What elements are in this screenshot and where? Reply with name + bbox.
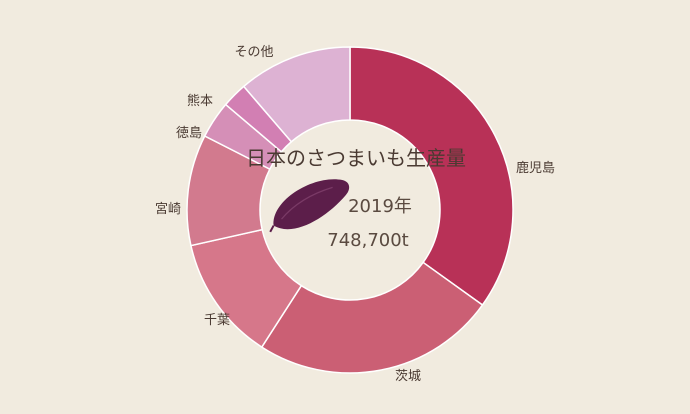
year-label: 2019年 [348, 196, 412, 217]
slice-label: その他 [234, 45, 273, 60]
sweet-potato-icon [269, 179, 350, 233]
slice-label: 茨城 [395, 369, 421, 384]
donut-slice [242, 46, 351, 143]
slice-label: 熊本 [187, 93, 213, 109]
slice-label: 宮崎 [155, 201, 181, 217]
total-label: 748,700t [327, 230, 409, 251]
donut-slice [349, 46, 514, 307]
slice-label: 徳島 [176, 126, 202, 141]
chart-title: 日本のさつまいも生産量 [246, 146, 466, 170]
donut-slice [260, 261, 484, 374]
slice-label: 千葉 [204, 313, 230, 328]
slice-label: 鹿児島 [516, 160, 555, 176]
